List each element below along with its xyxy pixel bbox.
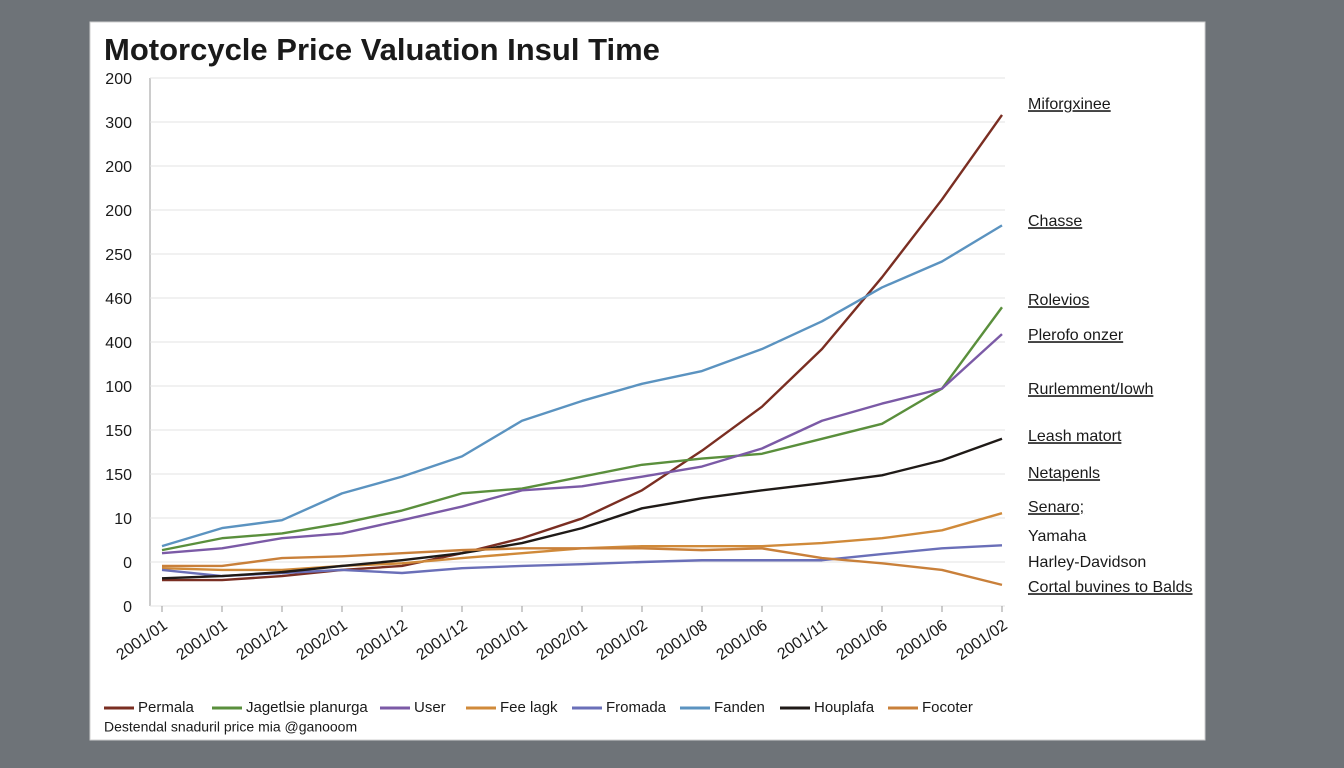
legend-label: Fee lagk xyxy=(500,699,558,716)
annotation: Netapenls xyxy=(1028,465,1100,482)
y-tick-label: 100 xyxy=(105,379,132,396)
series-line xyxy=(161,306,1003,552)
y-tick-label: 150 xyxy=(105,467,132,484)
y-tick-label: 460 xyxy=(105,291,132,308)
series-line xyxy=(161,544,1003,578)
y-tick-label: 200 xyxy=(105,159,132,176)
legend-label: Fromada xyxy=(606,699,667,716)
annotation: Harley-Davidson xyxy=(1028,554,1146,571)
series-line xyxy=(161,333,1003,555)
annotation: Rurlemment/Iowh xyxy=(1028,381,1153,398)
y-tick-label: 250 xyxy=(105,247,132,264)
y-tick-label: 10 xyxy=(114,511,132,528)
series-line xyxy=(162,547,1003,587)
legend-label: Focoter xyxy=(922,699,973,716)
y-tick-label: 200 xyxy=(105,203,132,220)
y-tick-label: 0 xyxy=(123,555,132,572)
annotation: Senaro; xyxy=(1028,499,1084,516)
legend-label: Jagetlsie planurga xyxy=(246,699,368,716)
annotation: Miforgxinee xyxy=(1028,96,1111,113)
legend-label: Permala xyxy=(138,699,195,716)
legend-label: Fanden xyxy=(714,699,765,716)
y-tick-label: 0 xyxy=(123,599,132,616)
y-tick-label: 150 xyxy=(105,423,132,440)
series-line xyxy=(161,437,1003,580)
annotation: Leash matort xyxy=(1028,428,1122,445)
y-tick-label: 400 xyxy=(105,335,132,352)
chart-title: Motorcycle Price Valuation Insul Time xyxy=(104,32,660,67)
annotation: Rolevios xyxy=(1028,292,1089,309)
series-line xyxy=(162,114,1003,582)
annotation: Cortal buvines to Balds xyxy=(1028,579,1193,596)
annotation: Chasse xyxy=(1028,213,1082,230)
y-tick-label: 200 xyxy=(105,71,132,88)
annotation: Plerofo onzer xyxy=(1028,327,1124,344)
y-tick-label: 300 xyxy=(105,115,132,132)
annotation: Yamaha xyxy=(1028,528,1087,545)
panel xyxy=(89,21,1206,741)
series-line xyxy=(161,224,1003,548)
footnote: Destendal snaduril price mia @ganooom xyxy=(104,719,357,735)
legend-label: Houplafa xyxy=(814,699,875,716)
legend-label: User xyxy=(414,699,446,716)
